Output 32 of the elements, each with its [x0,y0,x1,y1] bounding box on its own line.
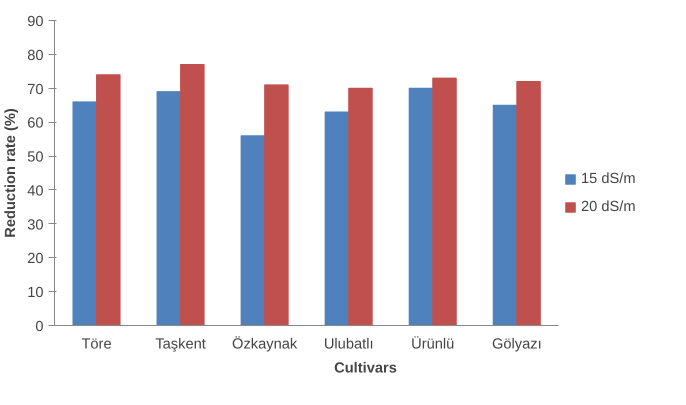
y-tick-label: 20 [27,251,44,268]
x-tick-label: Taşkent [155,336,206,352]
x-axis-title: Cultivars [334,360,397,376]
x-tick-label: Ürünlü [411,336,454,352]
legend-label: 20 dS/m [581,199,636,215]
y-tick-label: 70 [27,82,44,98]
bar [492,104,518,326]
y-tick-label: 30 [27,217,44,234]
x-tick-label: Özkaynak [232,336,298,352]
x-tick-label: Gölyazı [492,336,542,352]
y-tick-label: 10 [27,285,44,302]
y-tick-label: 0 [35,319,44,335]
bar [72,101,98,326]
y-tick-label: 60 [27,116,44,132]
bar [516,81,541,326]
bar [156,91,182,326]
bar [432,78,457,326]
x-tick-label: Töre [81,336,112,352]
legend-label: 15 dS/m [581,171,636,187]
bar [180,64,205,326]
y-axis-title: Reduction rate (%) [3,108,20,238]
bar [240,135,266,326]
bar [264,84,289,326]
y-tick-label: 50 [27,150,44,166]
bar [96,74,121,326]
y-tick-label: 90 [27,14,44,30]
x-tick-label: Ulubatlı [324,336,374,352]
bar [348,88,373,326]
y-tick-label: 80 [27,48,44,64]
bar [324,112,350,326]
y-tick-label: 40 [27,183,44,200]
bar [408,88,434,326]
